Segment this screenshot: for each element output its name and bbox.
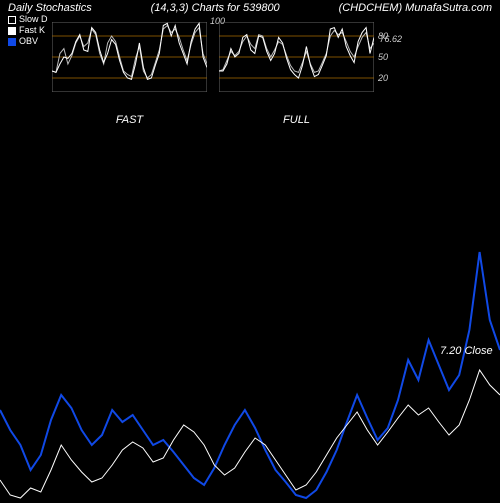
mini-chart-fast: 100 — [52, 22, 207, 110]
mini-full-label: FULL — [219, 114, 374, 126]
header-left: Daily Stochastics — [8, 2, 92, 14]
header-right: (CHDCHEM) MunafaSutra.com — [339, 2, 492, 14]
legend-obv-label: OBV — [19, 36, 38, 47]
full-chart-svg — [219, 22, 374, 92]
main-chart-svg — [0, 250, 500, 500]
full-label-20: 20 — [378, 73, 388, 83]
legend-obv: OBV — [8, 36, 48, 47]
mini-chart-full: 80 50 20 76.62 — [219, 22, 374, 110]
legend-box-white-icon — [8, 27, 16, 35]
close-price-label: 7.20 Close — [440, 345, 493, 357]
legend-box-hollow-icon — [8, 16, 16, 24]
legend-slow-d: Slow D — [8, 14, 48, 25]
header-center: (14,3,3) Charts for 539800 — [151, 2, 280, 14]
mini-chart-full-container: 80 50 20 76.62 FULL — [219, 22, 374, 126]
full-value-label: 76.62 — [379, 34, 402, 44]
mini-chart-fast-container: 100 FAST — [52, 22, 207, 126]
full-label-50: 50 — [378, 52, 388, 62]
mini-charts-row: 100 FAST 80 50 20 76.62 FULL — [52, 22, 374, 126]
chart-legend: Slow D Fast K OBV — [8, 14, 48, 47]
legend-box-blue-icon — [8, 38, 16, 46]
fast-chart-svg — [52, 22, 207, 92]
main-chart — [0, 250, 500, 500]
legend-fast-k-label: Fast K — [19, 25, 45, 36]
legend-slow-d-label: Slow D — [19, 14, 48, 25]
header-bar: Daily Stochastics (14,3,3) Charts for 53… — [0, 0, 500, 16]
mini-fast-label: FAST — [52, 114, 207, 126]
legend-fast-k: Fast K — [8, 25, 48, 36]
